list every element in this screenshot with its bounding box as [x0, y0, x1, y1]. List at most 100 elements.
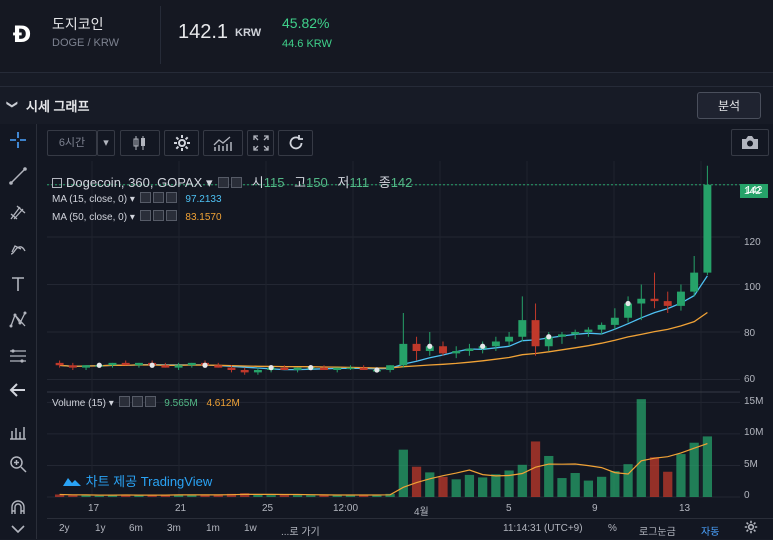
- ma15-value: 97.2133: [185, 194, 222, 205]
- volume-bar: [319, 494, 329, 497]
- trade-marker: [202, 362, 208, 368]
- price-axis-label: 80: [744, 328, 756, 339]
- volume-close-icon[interactable]: [144, 396, 156, 407]
- volume-bar: [623, 464, 633, 497]
- collapse-legend-icon[interactable]: [52, 178, 62, 188]
- range-2y[interactable]: 2y: [59, 523, 70, 534]
- log-scale-toggle[interactable]: 로그눈금: [639, 527, 676, 538]
- volume-bar: [213, 495, 223, 497]
- candle-style-icon[interactable]: [120, 130, 160, 156]
- candle-body: [293, 367, 302, 370]
- chart-settings-icon[interactable]: [744, 520, 758, 537]
- pattern-icon[interactable]: [4, 310, 32, 338]
- camera-snapshot-icon[interactable]: [731, 129, 769, 156]
- reset-refresh-icon[interactable]: [278, 130, 313, 156]
- open-value: 115: [263, 175, 285, 190]
- header-divider: [160, 6, 161, 64]
- ma50-eye-icon[interactable]: [139, 210, 151, 221]
- volume-eye-icon[interactable]: [118, 396, 130, 407]
- range-1m[interactable]: 1m: [206, 523, 220, 534]
- ma15-settings-icon[interactable]: [152, 192, 164, 203]
- crosshair-icon[interactable]: [4, 130, 32, 158]
- volume-bar: [689, 442, 699, 497]
- range-1w[interactable]: 1w: [244, 523, 257, 534]
- ma15-close-icon[interactable]: [165, 192, 177, 203]
- volume-value: 9.565M: [164, 398, 198, 409]
- fullscreen-icon[interactable]: [247, 130, 274, 156]
- range-6m[interactable]: 6m: [129, 523, 143, 534]
- change-amount: 44.6 KRW: [282, 38, 332, 50]
- ma50-label[interactable]: MA (50, close, 0): [52, 212, 128, 223]
- low-label: 저: [337, 175, 350, 190]
- volume-label[interactable]: Volume (15): [52, 398, 106, 409]
- auto-scale-toggle[interactable]: 자동: [701, 527, 720, 538]
- ma15-eye-icon[interactable]: [139, 192, 151, 203]
- volume-bar: [372, 495, 382, 497]
- ma50-close-icon[interactable]: [165, 210, 177, 221]
- ruler-icon[interactable]: [4, 422, 32, 450]
- candle-body: [240, 370, 249, 373]
- back-arrow-icon[interactable]: [4, 380, 32, 408]
- volume-settings-icon[interactable]: [131, 396, 143, 407]
- ma15-dropdown-icon[interactable]: ▾: [129, 194, 135, 205]
- current-price: 142.1: [178, 21, 229, 43]
- trend-line-icon[interactable]: [4, 166, 32, 194]
- volume-bar: [134, 495, 144, 497]
- settings-small-icon[interactable]: [231, 177, 243, 188]
- range-3m[interactable]: 3m: [167, 523, 181, 534]
- volume-bar: [81, 495, 91, 497]
- pitchfork-icon[interactable]: [4, 202, 32, 230]
- ma50-settings-icon[interactable]: [152, 210, 164, 221]
- candle-body: [214, 365, 223, 368]
- ma50-dropdown-icon[interactable]: ▾: [129, 212, 135, 223]
- settings-gear-icon[interactable]: [164, 130, 199, 156]
- volume-bar: [359, 495, 369, 497]
- volume-bar: [451, 479, 461, 497]
- percent-toggle[interactable]: %: [608, 523, 617, 534]
- zoom-in-icon[interactable]: [4, 454, 32, 482]
- volume-bar: [663, 471, 673, 497]
- trade-marker: [268, 365, 274, 371]
- ma15-label[interactable]: MA (15, close, 0): [52, 194, 128, 205]
- volume-ma-value: 4.612M: [206, 398, 240, 409]
- symbol-label[interactable]: Dogecoin, 360, GOPAX: [66, 175, 203, 190]
- interval-dropdown-icon[interactable]: ▾: [97, 130, 115, 156]
- tradingview-watermark[interactable]: 차트 제공 TradingView: [62, 471, 212, 490]
- fib-retracement-icon[interactable]: [4, 346, 32, 374]
- analysis-button[interactable]: 분석: [697, 92, 761, 119]
- chart-section-bar: ❯ 시세 그래프 분석: [0, 86, 773, 125]
- candle-body: [571, 332, 580, 335]
- drawing-toolbar: [0, 124, 37, 539]
- interval-select[interactable]: 6시간: [47, 130, 97, 156]
- volume-bar: [570, 473, 580, 497]
- indicators-icon[interactable]: [203, 130, 243, 156]
- volume-bars: [54, 399, 713, 497]
- brush-icon[interactable]: [4, 238, 32, 266]
- watermark-text: 차트 제공 TradingView: [85, 474, 213, 489]
- candle-body: [333, 367, 342, 370]
- volume-bar: [530, 441, 541, 497]
- text-tool-icon[interactable]: [4, 274, 32, 302]
- tradingview-logo-icon: [63, 478, 81, 486]
- coin-pair: DOGE / KRW: [52, 37, 120, 49]
- volume-axis-label: 5M: [744, 459, 758, 470]
- more-tools-chevron-icon[interactable]: [4, 518, 32, 538]
- candle-body: [610, 317, 619, 325]
- volume-bar: [292, 495, 303, 497]
- volume-dropdown-icon[interactable]: ▾: [108, 398, 114, 409]
- symbol-legend: Dogecoin, 360, GOPAX ▾ 시115 고150 저111 종1…: [52, 172, 412, 191]
- volume-bar: [544, 455, 554, 497]
- range-1y[interactable]: 1y: [95, 523, 106, 534]
- magnet-icon[interactable]: [4, 498, 32, 526]
- goto-date[interactable]: ...로 가기: [281, 527, 320, 538]
- eye-toggle-icon[interactable]: [218, 177, 230, 188]
- volume-bar: [491, 474, 501, 497]
- symbol-dropdown-icon[interactable]: ▾: [205, 175, 213, 190]
- collapse-chevron-icon[interactable]: ❯: [6, 99, 19, 110]
- change-percent: 45.82%: [282, 15, 330, 31]
- volume-bar: [702, 436, 713, 497]
- price-volume-chart[interactable]: [47, 161, 740, 516]
- volume-bar: [147, 495, 157, 497]
- volume-bar: [187, 495, 197, 497]
- ma50-line: [59, 311, 708, 369]
